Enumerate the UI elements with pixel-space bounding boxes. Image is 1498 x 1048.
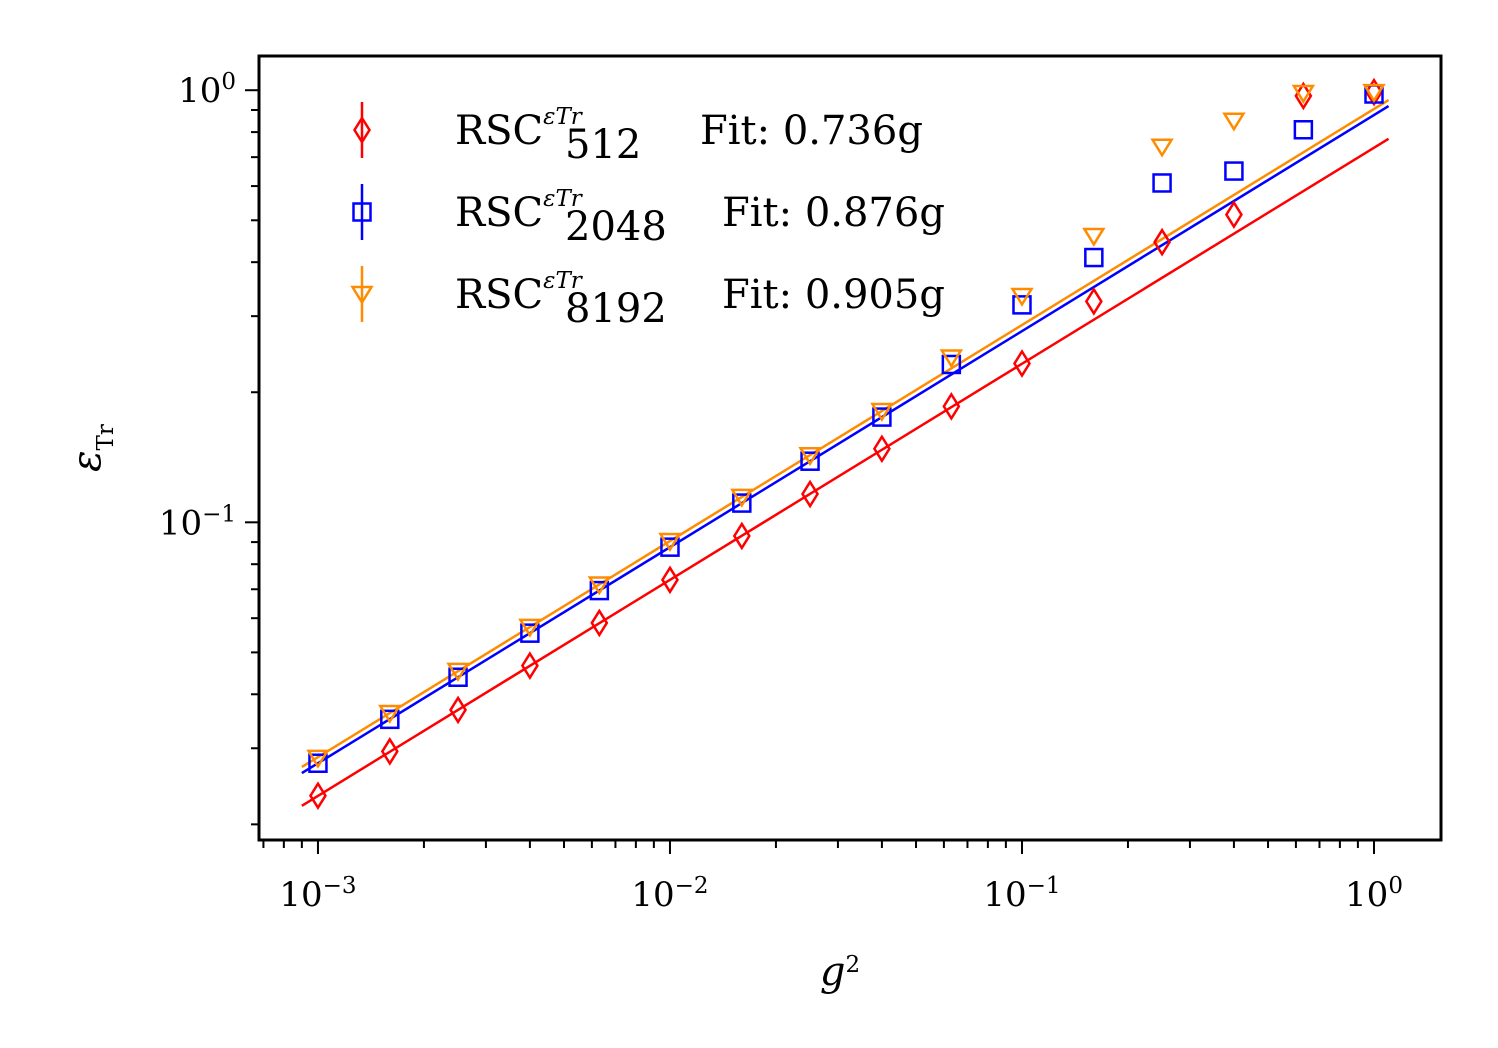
data-point-8192: [870, 402, 894, 422]
legend-label-512: RSCεTr 512: [455, 104, 641, 168]
data-point-2048: [1012, 295, 1032, 315]
data-point-8192: [1082, 227, 1106, 247]
data-point-2048: [520, 623, 540, 643]
data-point-2048: [1152, 173, 1172, 193]
y-tick-label: 100: [178, 69, 236, 111]
data-point-2048: [872, 407, 892, 427]
data-point-512: [872, 434, 891, 464]
data-point-8192: [1362, 83, 1386, 103]
data-point-512: [590, 608, 609, 638]
data-point-512: [1365, 77, 1383, 107]
legend-fit-2048: Fit: 0.876g: [722, 190, 945, 236]
fit-line-2048: [301, 105, 1390, 775]
data-point-2048: [800, 451, 820, 471]
data-point-8192: [1150, 138, 1174, 158]
legend-label-2048: RSCεTr 2048: [455, 186, 667, 250]
data-point-2048: [1293, 120, 1314, 140]
x-tick-label: 10−2: [631, 873, 708, 915]
data-point-2048: [308, 753, 328, 773]
data-point-512: [1224, 200, 1243, 229]
legend-marker-512: [353, 115, 371, 145]
plot-frame: [257, 54, 1443, 842]
data-point-512: [732, 521, 751, 551]
data-point-2048: [660, 537, 680, 557]
y-axis-label: εTr: [64, 424, 119, 472]
data-point-8192: [1010, 287, 1034, 307]
data-point-8192: [306, 749, 330, 769]
x-axis-ticks: 10−3 10−2 10−1 100: [262, 840, 1403, 915]
x-tick-label: 10−1: [983, 873, 1060, 915]
legend-label-8192: RSCεTr 8192: [455, 268, 667, 332]
legend-fit-512: Fit: 0.736g: [700, 108, 923, 154]
data-point-512: [520, 651, 539, 680]
data-point-2048: [380, 709, 400, 730]
data-point-8192: [378, 704, 402, 724]
data-point-8192: [1291, 84, 1316, 104]
legend: RSCεTr 512 Fit: 0.736g RSCεTr 2048 Fit: 0.876…: [350, 102, 945, 332]
data-point-512: [1084, 287, 1103, 316]
data-point-512: [660, 565, 679, 595]
x-tick-label: 10−3: [279, 873, 356, 915]
x-tick-label: 100: [1345, 873, 1403, 915]
data-point-8192: [658, 532, 682, 552]
data-point-8192: [730, 488, 754, 508]
data-point-2048: [589, 580, 610, 601]
data-point-8192: [587, 576, 612, 596]
legend-marker-8192: [350, 285, 374, 305]
data-point-512: [801, 479, 820, 509]
data-point-8192: [939, 349, 964, 369]
data-point-512: [449, 695, 468, 725]
data-point-2048: [941, 354, 962, 375]
data-point-8192: [518, 618, 542, 638]
data-point-8192: [1222, 112, 1246, 132]
data-point-512: [1013, 349, 1031, 378]
data-point-8192: [798, 446, 822, 467]
legend-marker-2048: [352, 202, 372, 222]
data-point-2048: [1224, 161, 1244, 181]
fit-line-512: [301, 137, 1390, 807]
data-point-8192: [446, 662, 470, 682]
y-axis-ticks: 10−1 100: [159, 69, 259, 826]
legend-fit-8192: Fit: 0.905g: [722, 272, 945, 318]
data-point-2048: [448, 667, 468, 687]
fit-line-8192: [301, 98, 1390, 769]
y-tick-label: 10−1: [159, 501, 236, 543]
x-axis-label: g2: [820, 949, 860, 995]
data-marks: [301, 77, 1390, 811]
data-point-512: [942, 392, 961, 421]
data-point-512: [380, 737, 399, 766]
plot-area: [259, 56, 1441, 840]
data-point-512: [1153, 227, 1172, 257]
data-point-512: [308, 781, 327, 811]
data-point-2048: [1084, 247, 1104, 268]
data-point-2048: [732, 493, 752, 513]
